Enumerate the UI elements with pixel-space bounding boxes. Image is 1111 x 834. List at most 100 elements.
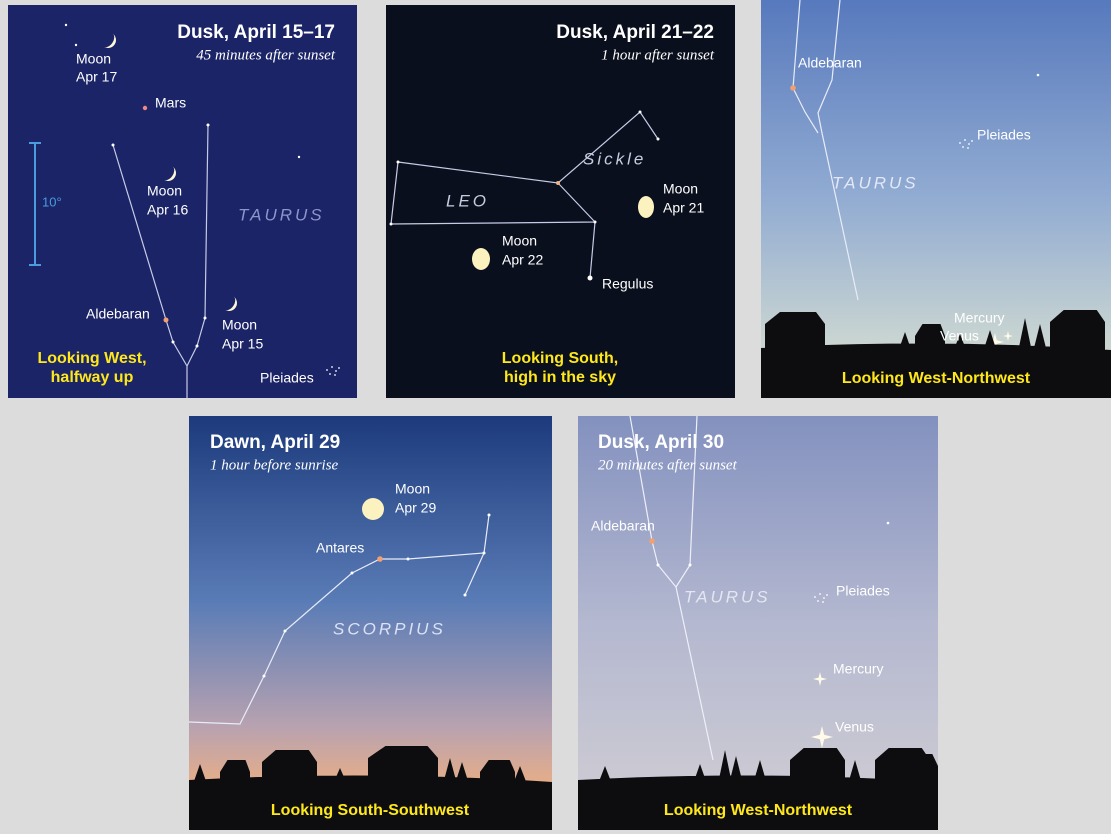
panel-subtitle: 20 minutes after sunset <box>598 457 738 473</box>
star <box>488 514 491 517</box>
star <box>397 161 400 164</box>
star <box>112 144 115 147</box>
star <box>335 370 337 372</box>
sky-label: Moon <box>395 481 430 497</box>
star <box>207 124 210 127</box>
sky-label: Moon <box>147 183 182 199</box>
star <box>334 374 336 376</box>
moon-gibbous <box>638 196 654 218</box>
viewing-direction: halfway up <box>51 369 134 386</box>
star <box>172 341 175 344</box>
sky-label: TAURUS <box>238 205 325 224</box>
star <box>326 369 328 371</box>
sky-label: 10° <box>42 194 62 209</box>
viewing-direction: Looking West-Northwest <box>664 802 853 819</box>
sky-label: Apr 21 <box>663 200 704 216</box>
sky-label: Regulus <box>602 276 653 292</box>
star <box>822 601 824 603</box>
star <box>594 221 597 224</box>
star <box>639 111 642 114</box>
star <box>967 147 969 149</box>
star <box>75 44 77 46</box>
sky-label: Aldebaran <box>86 306 150 322</box>
moon-gibbous <box>472 248 490 270</box>
star <box>971 140 973 142</box>
panel-title: Dusk, April 30 <box>598 432 724 453</box>
star <box>483 552 486 555</box>
sky-label: Moon <box>663 181 698 197</box>
sky-label: Moon <box>76 51 111 67</box>
star <box>329 373 331 375</box>
star <box>464 594 467 597</box>
star <box>143 106 147 110</box>
sky-label: TAURUS <box>684 587 771 606</box>
sky-label: Apr 16 <box>147 202 188 218</box>
sky-label: Pleiades <box>836 583 890 599</box>
panel-title: Dusk, April 15–17 <box>177 22 335 43</box>
star <box>263 675 266 678</box>
sky-label: Venus <box>835 719 874 735</box>
viewing-direction: high in the sky <box>504 369 616 386</box>
star <box>819 593 821 595</box>
sky-label: Venus <box>940 328 979 344</box>
star <box>588 276 593 281</box>
sky-label: Apr 17 <box>76 69 117 85</box>
star <box>298 156 300 158</box>
sky-panel <box>578 416 938 832</box>
sky-label: Apr 29 <box>395 500 436 516</box>
sky-label: Aldebaran <box>591 518 655 534</box>
star <box>817 600 819 602</box>
sky-label: Moon <box>502 233 537 249</box>
sky-label: Antares <box>316 540 364 556</box>
panel-subtitle: 1 hour before sunrise <box>210 457 339 473</box>
star <box>338 367 340 369</box>
sky-label: SCORPIUS <box>333 619 446 638</box>
sky-label: Apr 22 <box>502 252 543 268</box>
star <box>407 558 410 561</box>
star <box>556 181 560 185</box>
star <box>331 366 333 368</box>
sky-label: Apr 15 <box>222 336 263 352</box>
sky-label: Moon <box>222 317 257 333</box>
sky-label: Sickle <box>583 149 646 168</box>
star <box>284 630 287 633</box>
sky-label: Pleiades <box>977 127 1031 143</box>
star <box>657 564 660 567</box>
sky-label: Aldebaran <box>798 55 862 71</box>
panel-subtitle: 45 minutes after sunset <box>196 47 336 63</box>
viewing-direction: Looking South-Southwest <box>271 802 470 819</box>
sky-charts: Moon Apr 17 Mars Moon Apr 16 TAURUS 10° Aldebar… <box>0 0 1111 834</box>
sky-label: TAURUS <box>832 173 919 192</box>
star <box>959 142 961 144</box>
sky-label: Mercury <box>833 661 884 677</box>
star <box>887 522 890 525</box>
panel-title: Dawn, April 29 <box>210 432 340 453</box>
sky-label: Pleiades <box>260 370 314 386</box>
sky-label: Mars <box>155 95 186 111</box>
panel-title: Dusk, April 21–22 <box>556 22 714 43</box>
star <box>204 317 207 320</box>
star <box>826 594 828 596</box>
star <box>649 538 655 544</box>
star <box>689 564 692 567</box>
viewing-direction: Looking South, <box>502 350 618 367</box>
viewing-direction: Looking West-Northwest <box>842 370 1031 387</box>
star <box>390 223 393 226</box>
sky-label: Mercury <box>954 310 1005 326</box>
star <box>823 597 825 599</box>
star <box>1037 74 1040 77</box>
star <box>790 85 796 91</box>
moon-full <box>362 498 384 520</box>
star <box>962 146 964 148</box>
star <box>65 24 67 26</box>
star <box>351 572 354 575</box>
viewing-direction: Looking West, <box>37 350 146 367</box>
star <box>814 596 816 598</box>
sky-label: LEO <box>446 191 489 210</box>
star <box>964 139 966 141</box>
star <box>196 345 199 348</box>
star <box>377 556 383 562</box>
panel-subtitle: 1 hour after sunset <box>601 47 715 63</box>
star <box>968 143 970 145</box>
star <box>164 318 169 323</box>
